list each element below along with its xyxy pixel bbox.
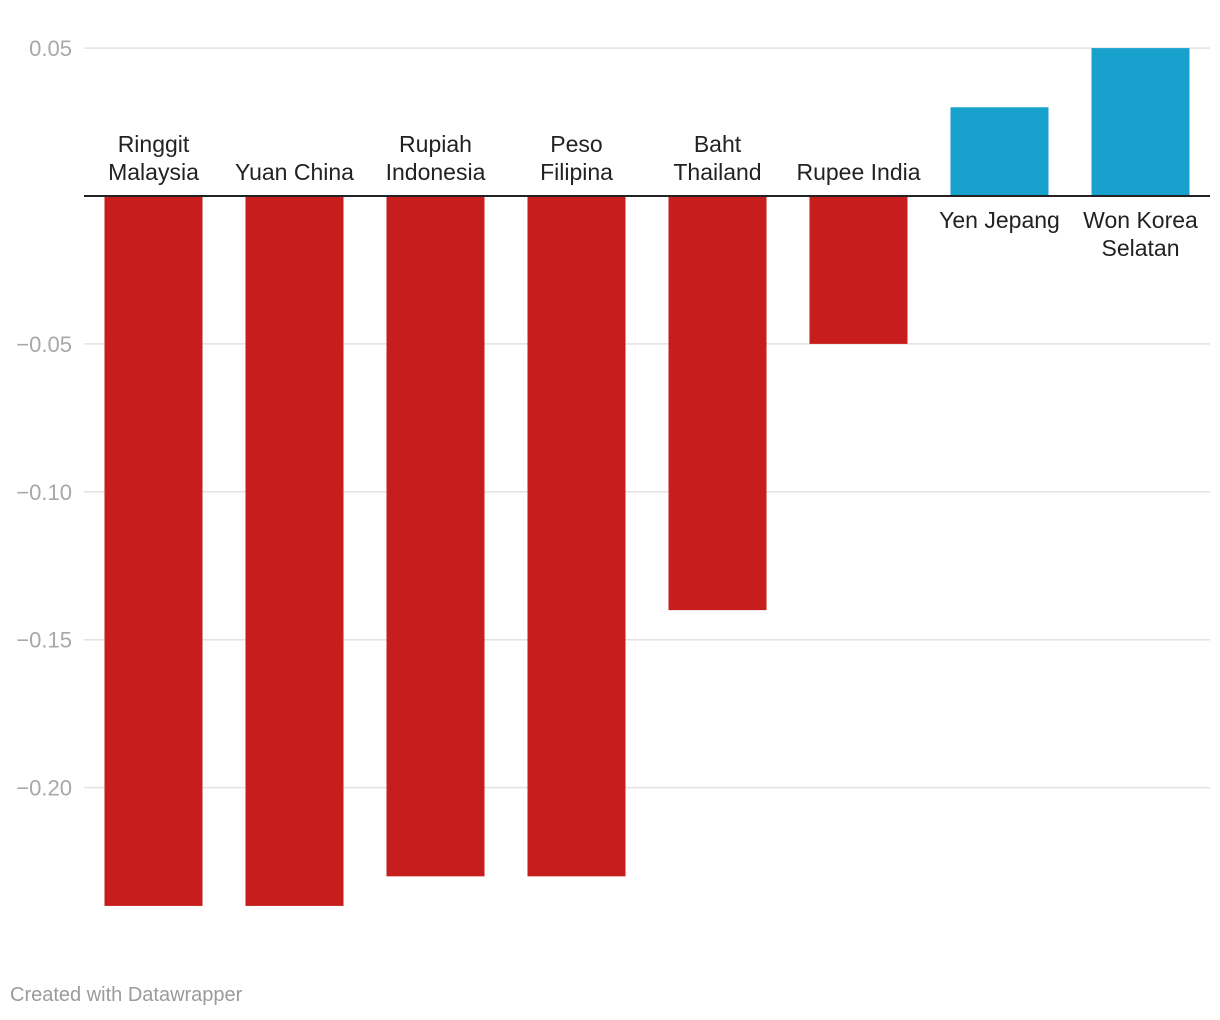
category-label: Thailand	[673, 159, 761, 185]
bars	[104, 48, 1190, 906]
category-label: Rupiah	[399, 131, 472, 157]
bar[interactable]	[245, 196, 344, 906]
category-label: Won Korea	[1083, 207, 1198, 233]
y-tick-label: −0.15	[16, 628, 72, 653]
y-axis-ticks: 0.05 −0.05 −0.10 −0.15 −0.20	[16, 36, 72, 801]
y-tick-label: −0.05	[16, 332, 72, 357]
bar[interactable]	[668, 196, 767, 611]
category-label: Yen Jepang	[939, 207, 1060, 233]
category-label: Malaysia	[108, 159, 199, 185]
bar[interactable]	[104, 196, 203, 906]
category-label: Rupee India	[796, 159, 920, 185]
category-label: Peso	[550, 131, 602, 157]
y-tick-label: 0.05	[29, 36, 72, 61]
y-tick-label: −0.10	[16, 480, 72, 505]
category-label: Yuan China	[235, 159, 354, 185]
bar[interactable]	[950, 107, 1049, 196]
category-label: Ringgit	[118, 131, 190, 157]
credit-text[interactable]: Created with Datawrapper	[10, 984, 243, 1006]
bar[interactable]	[386, 196, 485, 877]
category-label: Baht	[694, 131, 742, 157]
bar[interactable]	[1091, 48, 1190, 196]
category-label: Selatan	[1101, 235, 1179, 261]
y-tick-label: −0.20	[16, 776, 72, 801]
category-label: Filipina	[540, 159, 613, 185]
bar[interactable]	[527, 196, 626, 877]
category-label: Indonesia	[386, 159, 486, 185]
bar[interactable]	[809, 196, 908, 344]
